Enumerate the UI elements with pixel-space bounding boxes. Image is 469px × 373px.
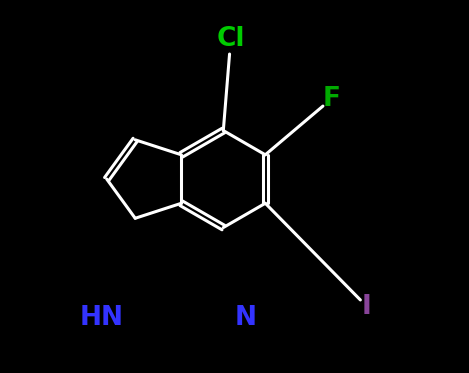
Text: HN: HN	[80, 305, 124, 331]
Text: F: F	[323, 86, 340, 112]
Text: N: N	[234, 305, 257, 331]
Text: I: I	[362, 294, 372, 320]
Text: Cl: Cl	[217, 26, 245, 52]
